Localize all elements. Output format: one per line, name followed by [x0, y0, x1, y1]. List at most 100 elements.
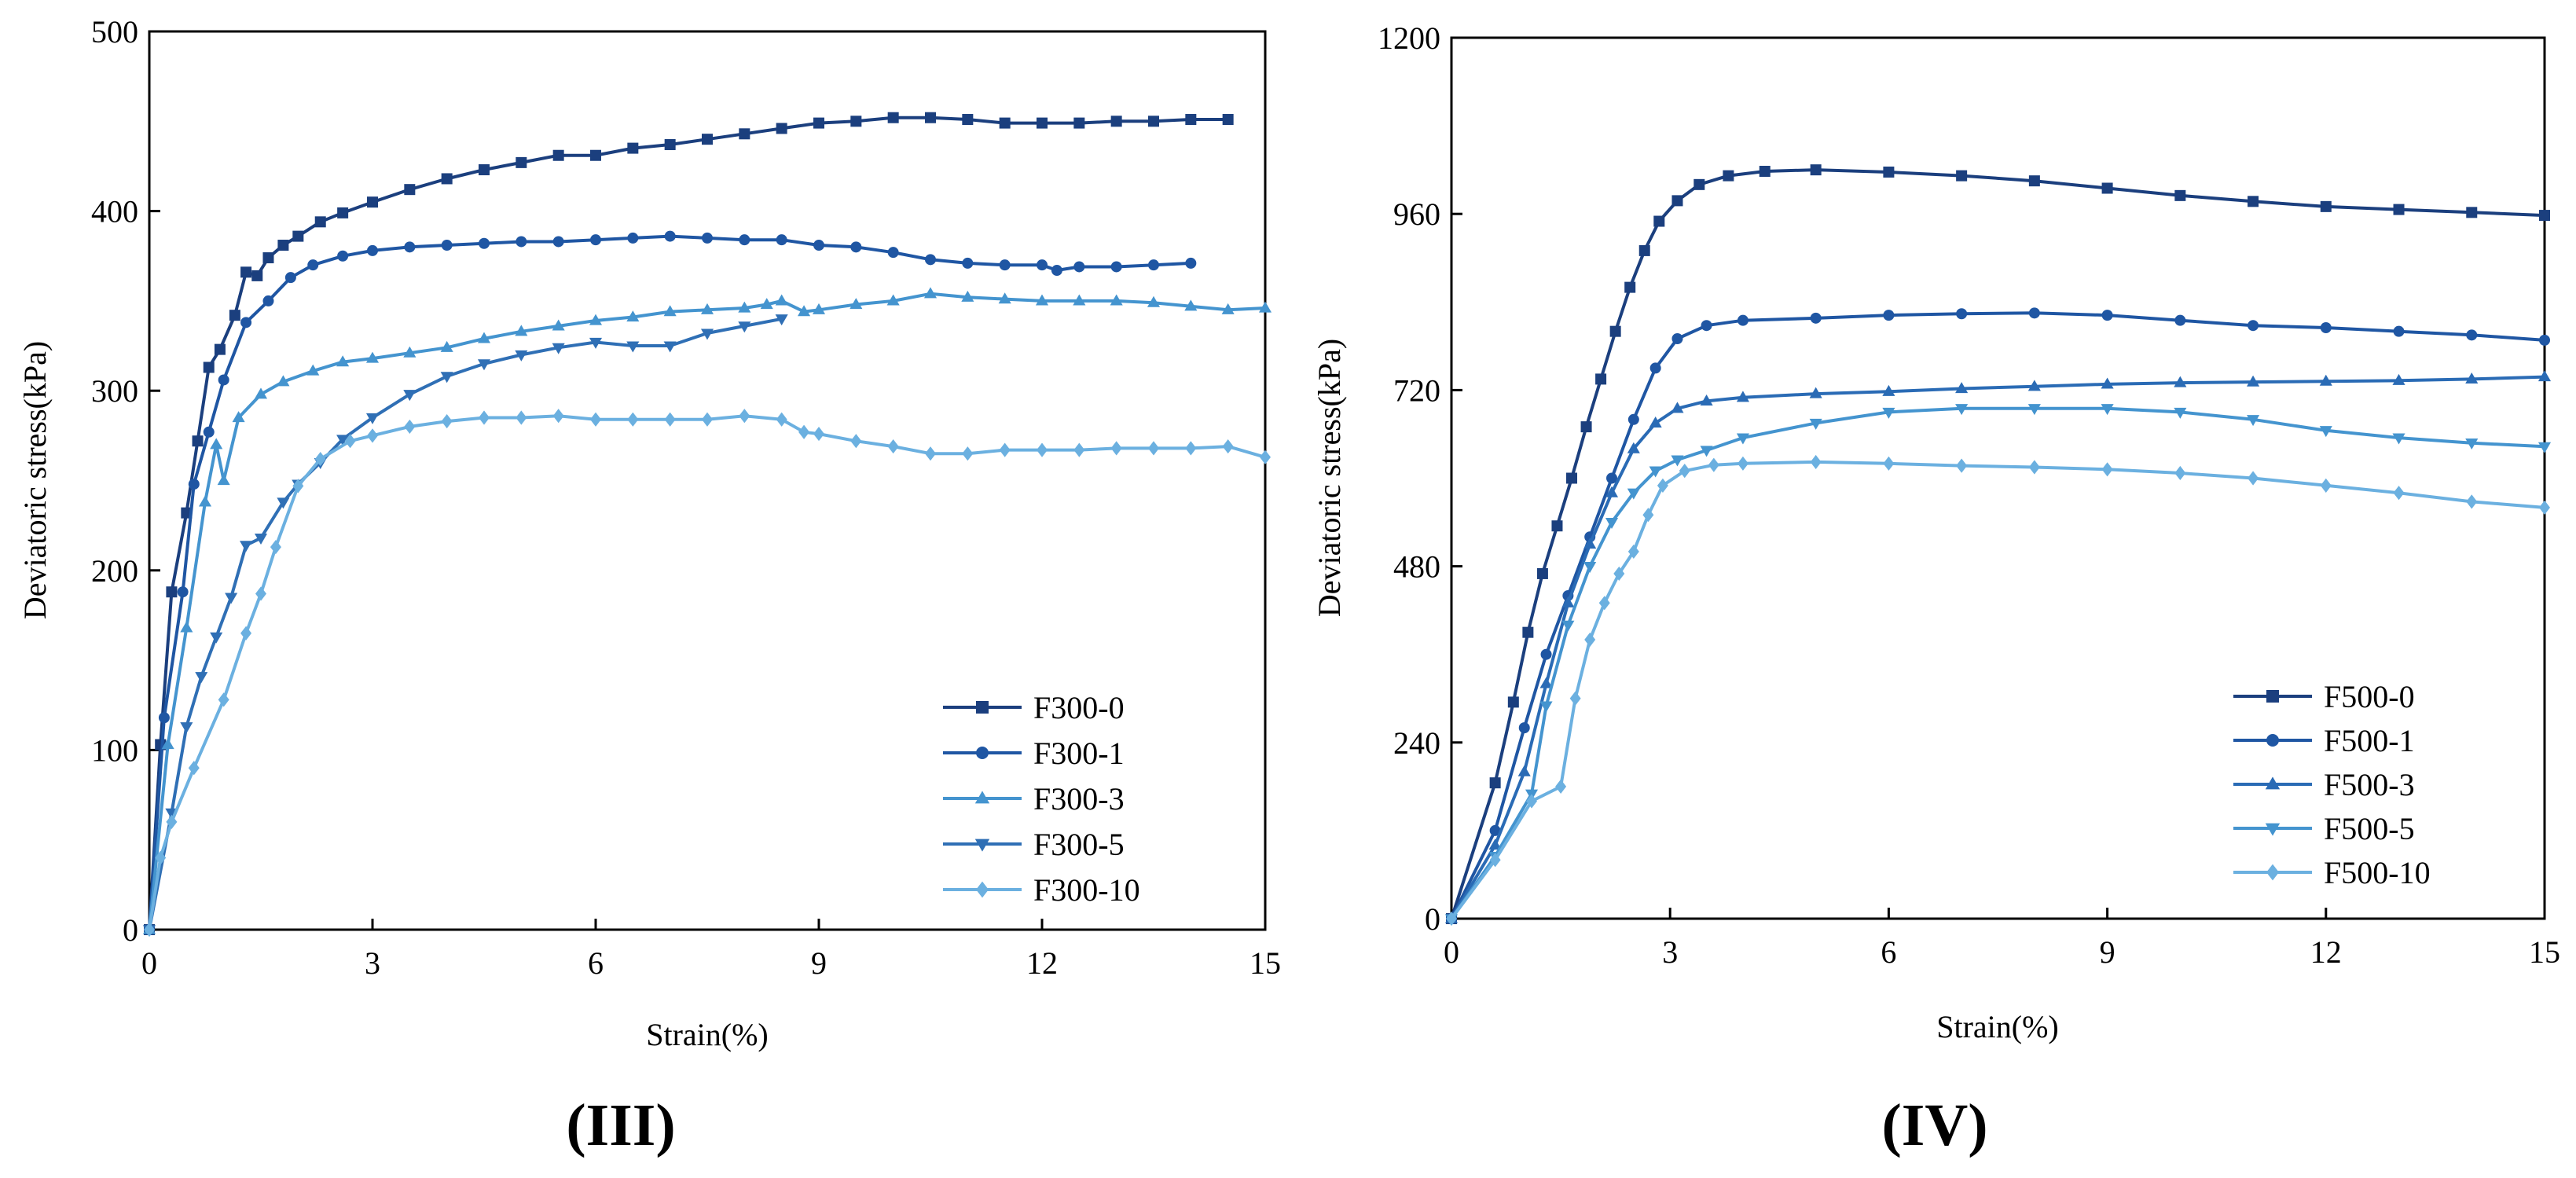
data-point — [999, 442, 1011, 457]
data-point — [1517, 765, 1531, 776]
legend-label: F300-0 — [1033, 690, 1125, 725]
data-point — [1037, 259, 1048, 271]
data-point — [1110, 116, 1122, 127]
data-point — [2101, 404, 2114, 416]
data-point — [738, 321, 751, 333]
data-point — [1584, 632, 1596, 648]
data-point — [2539, 210, 2550, 222]
data-point — [1671, 333, 1683, 345]
data-point — [627, 232, 639, 244]
legend-label: F300-5 — [1033, 827, 1125, 862]
data-point — [307, 259, 319, 271]
data-point — [277, 240, 289, 251]
data-point — [798, 305, 811, 317]
data-point — [404, 419, 416, 435]
data-point — [166, 814, 178, 829]
data-point — [813, 426, 824, 442]
data-point — [1185, 441, 1197, 456]
data-point — [1148, 259, 1159, 271]
data-point — [1882, 407, 1895, 419]
legend-marker — [2265, 776, 2281, 790]
y-tick-label: 100 — [91, 732, 138, 768]
data-point — [1551, 520, 1563, 532]
panel-label: (III) — [566, 1092, 675, 1158]
data-point — [166, 586, 178, 598]
y-tick-label: 720 — [1393, 372, 1440, 408]
data-point — [1489, 777, 1501, 789]
data-point — [1810, 164, 1822, 176]
data-point — [999, 259, 1011, 271]
y-axis-title: Deviatoric stress(kPa) — [1312, 339, 1347, 617]
data-point — [2466, 207, 2478, 218]
chart-panel-iv: 0 240 480 720 960 1200 0 3 6 9 12 15 Deviatoric st… — [1312, 20, 2560, 1158]
data-point — [739, 128, 750, 140]
data-point — [479, 164, 490, 176]
data-point — [1679, 464, 1690, 479]
y-tick-label: 200 — [91, 553, 138, 589]
data-point — [403, 346, 416, 358]
data-point — [2174, 465, 2186, 481]
data-point — [1260, 450, 1271, 464]
panel-label: (IV) — [1881, 1092, 1987, 1158]
legend-label: F300-1 — [1033, 736, 1125, 771]
series-F500-0 — [1446, 164, 2550, 924]
data-point — [663, 341, 677, 353]
data-point — [192, 435, 204, 447]
data-point — [925, 446, 936, 461]
data-point — [198, 495, 212, 507]
data-point — [1883, 310, 1895, 321]
data-point — [479, 237, 490, 249]
data-point — [627, 412, 639, 427]
data-point — [2028, 307, 2040, 319]
legend-label: F300-3 — [1033, 781, 1125, 817]
data-point — [262, 295, 274, 306]
data-point — [1148, 441, 1159, 456]
data-point — [155, 850, 167, 865]
series-F500-10 — [1446, 454, 2550, 927]
y-axis-ticks: 0 100 200 300 400 500 — [91, 14, 160, 948]
data-point — [284, 272, 296, 284]
data-point — [1737, 456, 1749, 471]
data-point — [590, 149, 601, 161]
data-point — [225, 593, 238, 604]
data-point — [2319, 374, 2332, 386]
data-point — [776, 123, 787, 134]
data-point — [337, 207, 349, 218]
data-point — [1595, 373, 1607, 385]
data-point — [1609, 325, 1621, 337]
y-tick-label: 0 — [123, 912, 138, 948]
data-point — [210, 438, 223, 450]
data-point — [1606, 472, 1618, 484]
data-point — [1723, 170, 1734, 182]
data-point — [1809, 387, 1822, 398]
data-point — [1809, 418, 1822, 430]
x-axis-ticks: 0 3 6 9 12 15 — [141, 919, 1281, 981]
data-point — [925, 112, 936, 123]
data-point — [626, 341, 640, 353]
data-point — [441, 240, 453, 251]
data-point — [1221, 303, 1235, 314]
series-layer — [1444, 164, 2552, 927]
x-axis-title: Strain(%) — [646, 1017, 769, 1052]
data-point — [1883, 166, 1895, 178]
data-point — [1649, 417, 1662, 428]
data-point — [1073, 117, 1085, 129]
data-point — [232, 411, 245, 423]
y-tick-label: 1200 — [1378, 20, 1440, 56]
data-point — [2539, 334, 2550, 346]
data-point — [1605, 517, 1619, 529]
data-point — [1671, 195, 1683, 207]
legend-label: F500-10 — [2324, 855, 2431, 890]
data-point — [776, 234, 787, 246]
data-point — [240, 541, 253, 552]
data-point — [2027, 404, 2041, 416]
x-tick-label: 12 — [1026, 945, 1058, 981]
data-point — [336, 355, 350, 367]
data-point — [1555, 779, 1567, 794]
data-point — [1222, 114, 1234, 126]
data-point — [516, 410, 527, 425]
data-point — [277, 375, 290, 387]
data-point — [1955, 404, 1969, 416]
data-point — [1708, 457, 1719, 472]
